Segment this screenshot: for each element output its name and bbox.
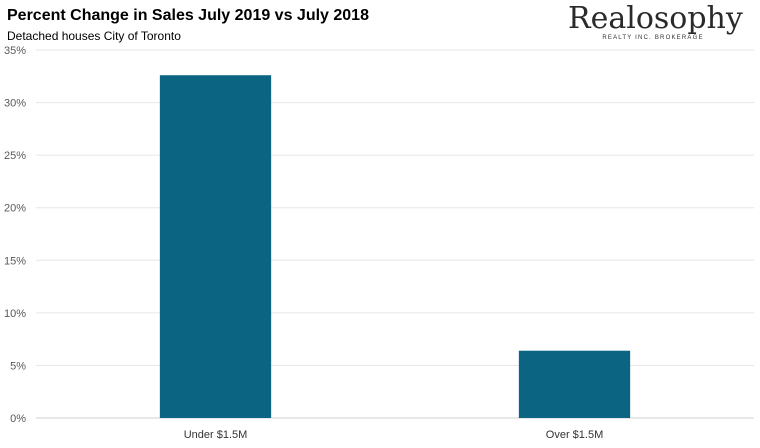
chart-subtitle: Detached houses City of Toronto [7, 29, 181, 43]
x-tick-label: Over $1.5M [546, 429, 603, 441]
chart-title: Percent Change in Sales July 2019 vs Jul… [7, 7, 369, 24]
y-tick-label: 15% [4, 255, 26, 267]
y-tick-label: 10% [4, 308, 26, 320]
logo-tagline: REALTY INC. BROKERAGE [602, 35, 704, 41]
bars [159, 75, 631, 418]
x-axis-labels: Under $1.5M Over $1.5M [184, 429, 604, 441]
gridlines [36, 49, 754, 419]
x-tick-label: Under $1.5M [184, 429, 248, 441]
bar [518, 350, 631, 418]
brand-logo: Realosophy REALTY INC. BROKERAGE [568, 1, 743, 42]
y-tick-label: 25% [4, 150, 26, 162]
y-tick-label: 5% [10, 360, 26, 372]
y-tick-label: 30% [4, 98, 26, 110]
y-tick-label: 20% [4, 203, 26, 215]
y-tick-label: 35% [4, 45, 26, 57]
y-axis-ticks: 0% 5% 10% 15% 20% 25% 30% 35% [4, 45, 26, 425]
logo-wordmark: Realosophy [568, 1, 743, 36]
bar [159, 75, 272, 418]
y-tick-label: 0% [10, 413, 26, 425]
